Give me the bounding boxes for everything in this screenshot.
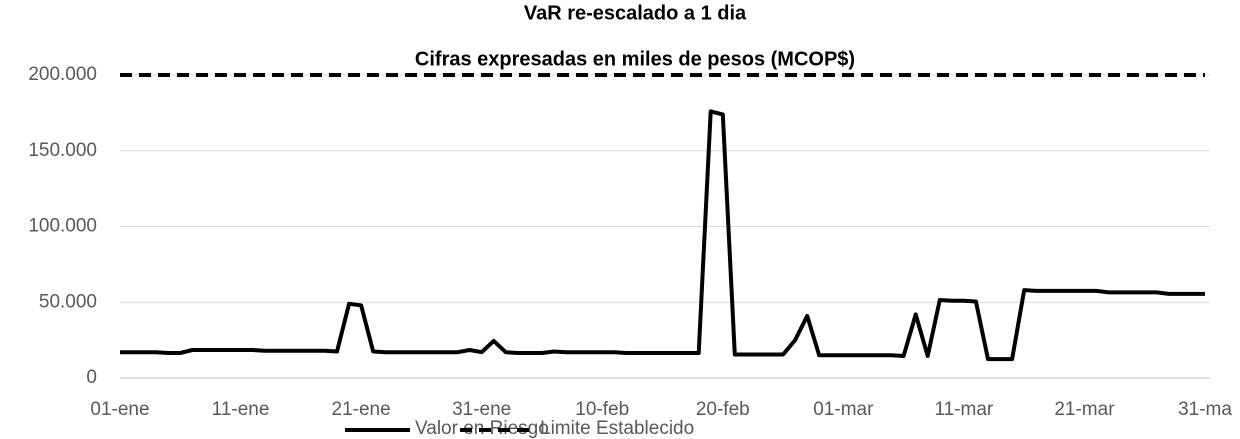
x-tick-label: 31-ene [452,399,511,420]
x-tick-label: 21-mar [1054,399,1115,420]
chart-title: VaR re-escalado a 1 dia [524,2,747,24]
x-tick-label: 21-ene [332,399,391,420]
chart-subtitle: Cifras expresadas en miles de pesos (MCO… [415,48,855,70]
x-tick-label: 31-ma [1178,399,1232,420]
x-tick-label: 20-feb [696,399,750,420]
y-tick-label: 0 [86,367,97,388]
series-line [120,109,1205,362]
x-tick-label: 10-feb [575,399,629,420]
y-tick-label: 100.000 [28,216,97,237]
y-tick-label: 50.000 [39,291,97,312]
legend-label: Limite Establecido [540,418,694,439]
y-tick-label: 150.000 [28,140,97,161]
y-tick-label: 200.000 [28,64,97,85]
x-tick-label: 11-mar [934,399,993,420]
x-tick-label: 01-mar [813,399,874,420]
x-tick-label: 01-ene [90,399,149,420]
x-tick-label: 11-ene [212,399,270,420]
